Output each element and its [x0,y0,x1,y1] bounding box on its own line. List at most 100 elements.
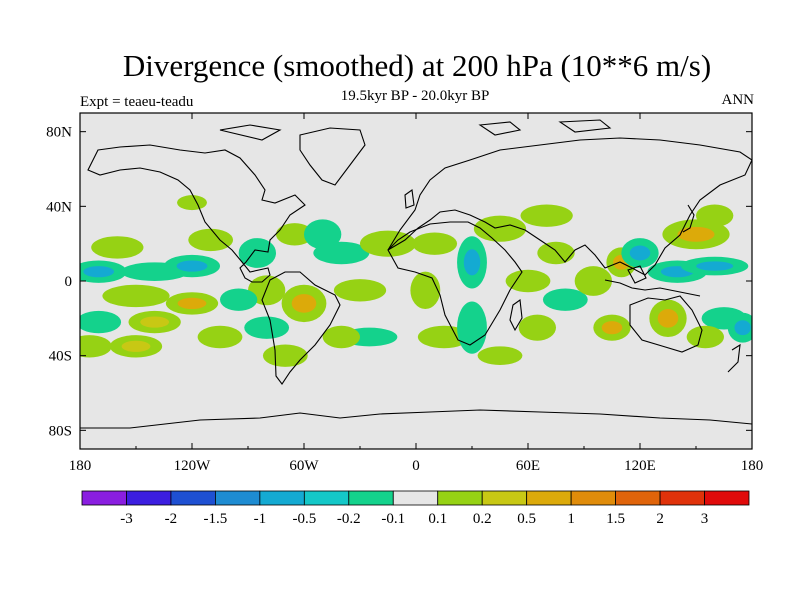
colorbar-label: 3 [701,511,709,527]
anomaly-core-41 [629,245,651,261]
anomaly-region-45 [696,204,734,227]
anomaly-region-37 [520,204,573,227]
colorbar-swatch [170,490,216,506]
lon-tick-label: 60W [289,458,319,474]
colorbar-swatch [392,490,439,506]
period-subtitle: 19.5kyr BP - 20.0kyr BP [340,88,490,104]
anomaly-region-35 [537,241,575,265]
colorbar-swatch [259,490,305,506]
coastline-borneo [627,265,647,284]
anomaly-core-8 [140,316,170,328]
anomaly-region-3 [91,236,144,259]
lon-tick-label: 120E [624,458,656,474]
lat-tick-label: 40S [49,349,72,365]
colorbar-swatch [570,490,617,506]
anomaly-core-10 [121,340,151,352]
colorbar-swatch [81,490,127,506]
coastline-north-america [87,144,306,283]
lon-tick-label: 180 [69,458,92,474]
anomaly-core-0 [83,266,115,278]
anomaly-core-29 [463,249,481,276]
anomaly-region-31 [473,215,527,242]
anomaly-region-19 [244,316,290,339]
anomaly-core-43 [696,261,734,271]
anomaly-region-16 [247,275,286,306]
coastline-eurasia [387,137,752,276]
coastline-south-america [261,271,341,385]
coastline-africa [387,221,523,346]
anomaly-region-15 [304,219,342,250]
anomaly-region-22 [333,279,387,302]
coastline-antarctica [80,409,752,429]
colorbar-label: 2 [656,511,664,527]
lat-tick-label: 0 [65,274,73,290]
anomaly-region-12 [177,195,207,211]
colorbar-swatch [126,490,172,506]
colorbar-swatch [659,490,705,506]
colorbar-label: 1 [567,511,575,527]
anomaly-region-13 [238,238,276,268]
anomaly-region-49 [686,325,724,349]
colorbar-label: -3 [120,511,133,527]
anomaly-region-25 [322,325,361,349]
colorbar-swatch [615,490,661,506]
anomaly-region-36 [542,288,588,311]
lon-tick-label: 60E [516,458,540,474]
colorbar-swatch [303,490,350,506]
anomaly-region-18 [220,288,258,311]
coastline-new-zealand [727,343,741,373]
lat-tick-label: 80S [49,423,72,439]
anomaly-region-4 [188,228,234,252]
coastline-greenland [299,127,366,186]
anomaly-region-9 [80,335,112,358]
anomaly-region-5 [102,284,170,308]
colorbar-label: 0.2 [473,511,492,527]
coastline-arctic-islands [219,119,612,141]
anomaly-region-38 [574,266,612,296]
anomaly-region-32 [477,346,523,365]
anomaly-region-21 [313,241,370,265]
anomaly-region-23 [360,230,416,257]
anomaly-core-6 [177,297,207,309]
lat-tick-label: 80N [46,125,72,141]
lon-tick-label: 180 [741,458,764,474]
coastline-australia [629,295,703,353]
anomaly-core-2 [176,260,208,272]
longitude-axis: 180 120W 60W 0 60E 120E 180 [69,113,764,474]
colorbar: -3 -2 -1.5 -1 -0.5 -0.2 -0.1 0.1 0.2 0.5 1 1.5 2 3 [81,490,750,527]
anomaly-region-28 [417,325,471,349]
colorbar-label: -0.1 [381,511,405,527]
experiment-label: Expt = teaeu-teadu [80,94,194,110]
coastline-madagascar [509,299,523,332]
colorbar-label: -1.5 [204,511,228,527]
colorbar-label: 0.5 [517,511,536,527]
season-label: ANN [721,92,755,108]
latitude-axis: 80N 40N 0 40S 80S [46,125,752,439]
anomaly-region-30 [457,301,487,354]
anomaly-region-20 [262,344,308,367]
colorbar-swatch [348,490,394,506]
anomaly-core-48 [734,320,751,336]
coastlines [80,119,752,429]
anomaly-region-27 [410,271,441,310]
colorbar-label: 0.1 [428,511,447,527]
lon-tick-label: 120W [174,458,212,474]
colorbar-label: -1 [254,511,267,527]
anomaly-core-39 [601,321,623,335]
coastline-british-isles [404,189,415,209]
colorbar-label: 1.5 [606,511,625,527]
lon-tick-label: 0 [412,458,420,474]
anomaly-core-46 [657,309,679,328]
colorbar-label: -0.5 [292,511,316,527]
lat-tick-label: 40N [46,199,72,215]
colorbar-label: -0.2 [337,511,361,527]
anomaly-region-34 [518,314,556,341]
colorbar-swatch [437,490,483,506]
anomaly-core-44 [677,226,715,242]
anomaly-region-33 [505,269,551,293]
colorbar-swatch [214,490,261,506]
coastline-indonesia [604,279,701,297]
colorbar-swatch [704,490,750,506]
anomaly-region-26 [412,232,458,255]
